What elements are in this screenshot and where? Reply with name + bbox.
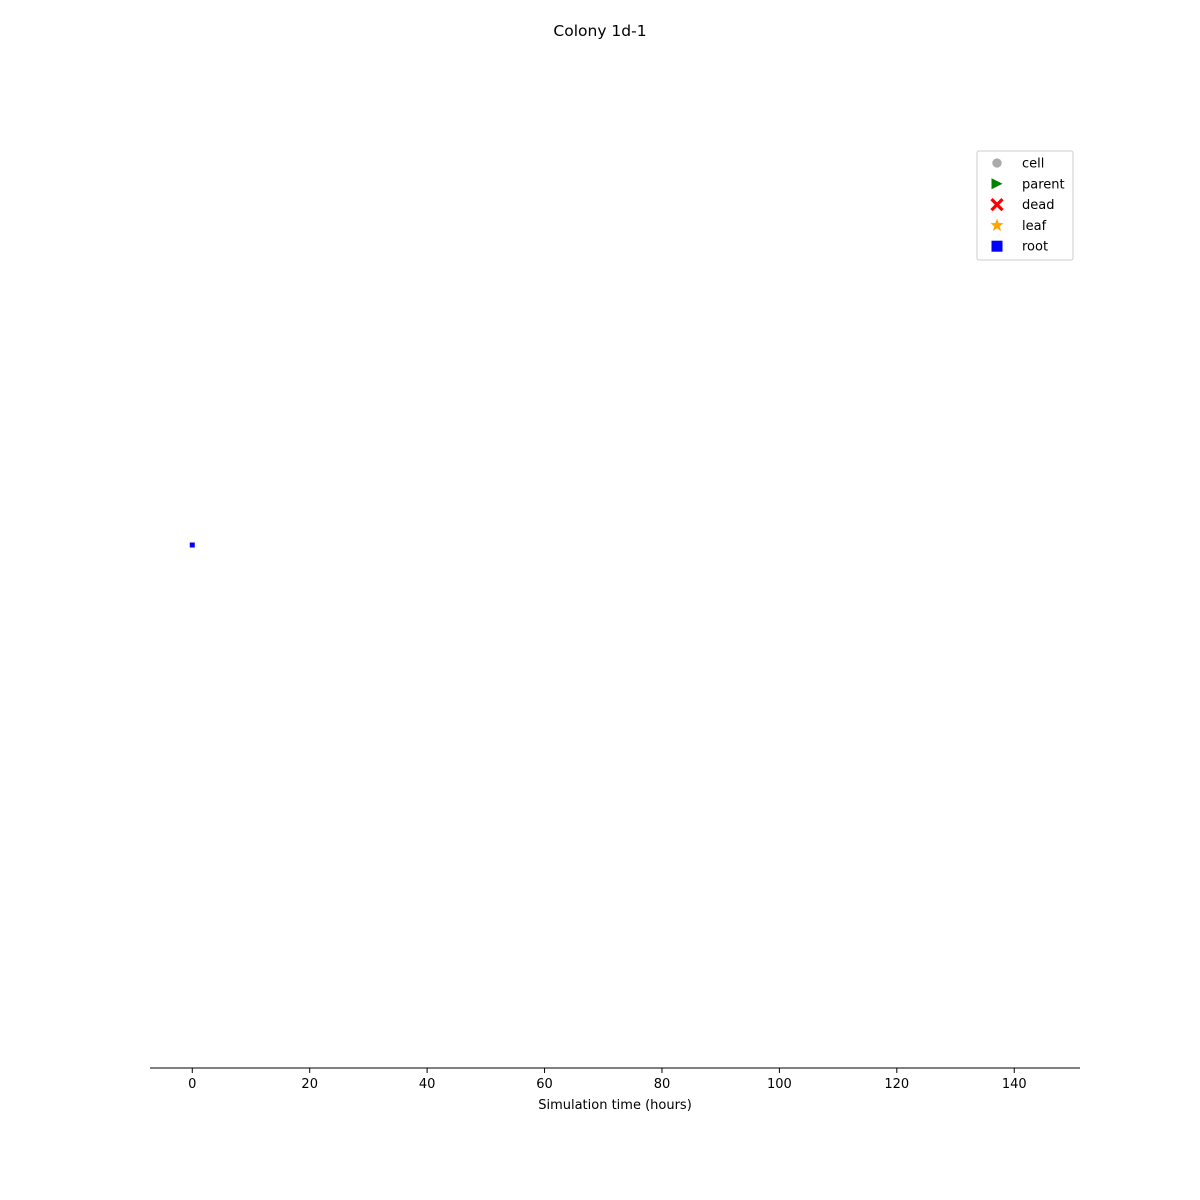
- legend-marker-leaf: [990, 218, 1004, 231]
- legend-label-leaf: leaf: [1022, 219, 1047, 234]
- legend-box: [976, 150, 1074, 261]
- legend-marker-cell: [992, 158, 1002, 168]
- legend-label-root: root: [1022, 240, 1048, 255]
- x-tick-label: 120: [884, 1077, 909, 1092]
- legend-marker-parent: [991, 178, 1003, 190]
- legend-marker-dead-stroke-b: [990, 197, 1004, 212]
- x-axis-label: Simulation time (hours): [538, 1098, 692, 1113]
- legend-label-parent: parent: [1022, 177, 1065, 192]
- x-tick-label: 0: [188, 1077, 196, 1092]
- plot-area: [189, 542, 195, 548]
- data-point-square: [189, 542, 195, 548]
- x-tick-label: 40: [419, 1077, 436, 1092]
- legend-marker-dead: [990, 197, 1004, 212]
- chart-title: Colony 1d-1: [553, 22, 646, 40]
- x-tick-label: 80: [654, 1077, 671, 1092]
- x-tick-label: 100: [767, 1077, 792, 1092]
- x-tick-label: 60: [536, 1077, 553, 1092]
- legend-label-dead: dead: [1022, 198, 1054, 213]
- x-tick-label: 20: [301, 1077, 318, 1092]
- legend: cell parent dead leaf root: [976, 150, 1074, 261]
- x-axis-ticks: 0 20 40 60 80 100 120 140: [188, 1068, 1027, 1092]
- x-tick-label: 140: [1002, 1077, 1027, 1092]
- legend-label-cell: cell: [1022, 157, 1044, 172]
- legend-marker-root: [991, 240, 1003, 252]
